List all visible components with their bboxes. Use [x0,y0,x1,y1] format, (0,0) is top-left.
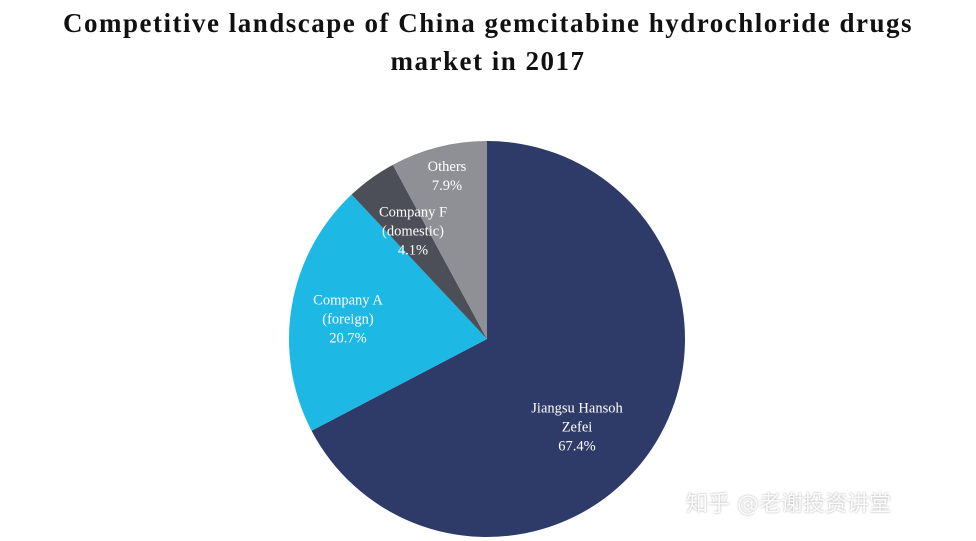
slice-name-label-3: Others [428,159,467,175]
chart-title-line-1: Competitive landscape of China gemcitabi… [62,8,913,38]
slice-name-label-1: Company A [313,292,383,308]
slice-value-label-1: 20.7% [329,330,366,346]
slice-value-label-3: 7.9% [432,178,462,194]
chart-title: Competitive landscape of China gemcitabi… [0,4,976,80]
pie-slice-3 [392,141,487,339]
slice-name-label-1: (foreign) [322,311,374,327]
slice-name-label-0: Zefei [562,419,593,435]
slice-value-label-0: 67.4% [558,438,595,454]
pie-slice-2 [351,164,487,339]
chart-title-line-2: market in 2017 [390,46,586,76]
slice-name-label-2: Company F [379,204,447,220]
slice-value-label-2: 4.1% [398,242,428,258]
pie-slice-1 [289,194,487,431]
pie-slice-0 [311,141,686,537]
slice-name-label-0: Jiangsu Hansoh [531,400,623,416]
watermark-text: 知乎 @老谢投资讲堂 [686,492,891,517]
slice-name-label-2: (domestic) [382,223,444,239]
